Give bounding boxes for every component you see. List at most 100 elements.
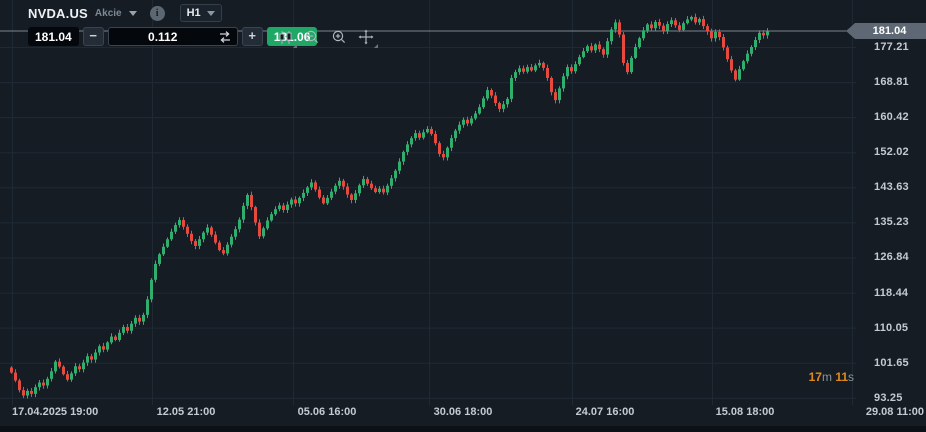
candle-down bbox=[710, 31, 713, 39]
candle-down bbox=[258, 222, 261, 237]
candle-down bbox=[602, 49, 605, 55]
candle-up bbox=[390, 178, 393, 186]
candle-up bbox=[682, 23, 685, 30]
candle-down bbox=[494, 95, 497, 104]
instrument-header: NVDA.US Akcie i H1 bbox=[28, 4, 222, 22]
candle-down bbox=[366, 179, 369, 184]
time-axis-label: 05.06 16:00 bbox=[297, 406, 357, 418]
candle-up bbox=[482, 98, 485, 108]
candle-up bbox=[638, 38, 641, 48]
timer-seconds-unit: s bbox=[848, 370, 854, 384]
candle-down bbox=[718, 31, 721, 38]
candle-down bbox=[530, 67, 533, 71]
candle-up bbox=[242, 205, 245, 220]
price-axis-label: 168.81 bbox=[874, 76, 909, 89]
candle-down bbox=[114, 336, 117, 340]
candle-up bbox=[266, 220, 269, 229]
zoom-in-icon[interactable] bbox=[330, 28, 348, 46]
volume-increase-button[interactable]: + bbox=[241, 27, 263, 46]
candle-down bbox=[618, 22, 621, 35]
candle-down bbox=[658, 21, 661, 26]
candle-down bbox=[762, 32, 765, 36]
candle-up bbox=[86, 356, 89, 363]
candle-up bbox=[246, 194, 249, 206]
swap-units-icon[interactable] bbox=[217, 29, 233, 45]
candle-up bbox=[514, 72, 517, 78]
candle-up bbox=[714, 31, 717, 39]
sell-price-button[interactable]: 181.04 bbox=[28, 27, 79, 46]
price-axis-label: 110.05 bbox=[874, 321, 909, 334]
candle-up bbox=[170, 231, 173, 240]
candle-up bbox=[166, 239, 169, 247]
candle-up bbox=[690, 16, 693, 20]
candle-up bbox=[50, 371, 53, 379]
price-axis-label: 93.25 bbox=[874, 391, 903, 404]
candle-down bbox=[434, 133, 437, 144]
candle-down bbox=[498, 103, 501, 109]
candle-up bbox=[298, 197, 301, 204]
candle-up bbox=[162, 246, 165, 255]
time-axis-label: 24.07 16:00 bbox=[575, 406, 635, 418]
candle-up bbox=[150, 279, 153, 300]
candle-down bbox=[598, 44, 601, 50]
candle-up bbox=[82, 362, 85, 370]
candle-up bbox=[122, 326, 125, 333]
candle-up bbox=[446, 147, 449, 158]
candle-up bbox=[458, 124, 461, 131]
candle-down bbox=[430, 128, 433, 134]
candle-down bbox=[78, 366, 81, 370]
candle-down bbox=[542, 62, 545, 68]
price-axis-label: 135.23 bbox=[874, 216, 909, 229]
timeframe-select[interactable]: H1 bbox=[179, 4, 222, 22]
candle-up bbox=[594, 44, 597, 51]
candle-down bbox=[282, 205, 285, 210]
candle-up bbox=[502, 104, 505, 109]
candle-down bbox=[722, 37, 725, 48]
candle-down bbox=[30, 390, 33, 394]
volume-input[interactable]: 0.112 bbox=[107, 27, 238, 46]
volume-decrease-button[interactable]: − bbox=[82, 27, 104, 46]
candle-up bbox=[94, 352, 97, 360]
candle-up bbox=[582, 51, 585, 58]
candle-up bbox=[198, 239, 201, 246]
candle-up bbox=[226, 244, 229, 254]
candle-up bbox=[746, 53, 749, 62]
candle-up bbox=[686, 19, 689, 24]
order-widget: 181.04 − 0.112 + 181.06 bbox=[28, 27, 318, 46]
info-icon[interactable]: i bbox=[149, 5, 165, 21]
candle-up bbox=[614, 22, 617, 30]
candle-down bbox=[438, 143, 441, 155]
candle-up bbox=[26, 390, 29, 396]
zoom-out-icon[interactable] bbox=[303, 28, 321, 46]
candle-up bbox=[478, 107, 481, 114]
price-axis-label: 118.44 bbox=[874, 286, 909, 299]
candle-down bbox=[490, 90, 493, 96]
symbol-name: NVDA.US bbox=[28, 5, 88, 21]
candle-up bbox=[630, 57, 633, 73]
pan-crosshair-icon[interactable] bbox=[357, 28, 378, 48]
instrument-type-label: Akcie bbox=[94, 7, 122, 19]
candle-up bbox=[238, 219, 241, 230]
timer-minutes-unit: m bbox=[821, 370, 832, 384]
candle-down bbox=[218, 242, 221, 251]
candle-up bbox=[338, 180, 341, 186]
price-axis-label: 126.84 bbox=[874, 251, 909, 264]
candle-up bbox=[766, 30, 769, 36]
timer-minutes: 17 bbox=[808, 370, 822, 384]
symbol-dropdown-chevron-icon[interactable] bbox=[128, 10, 137, 16]
candle-down bbox=[674, 20, 677, 26]
candle-up bbox=[394, 170, 397, 179]
candle-down bbox=[254, 207, 257, 223]
candle-down bbox=[442, 154, 445, 158]
candle-up bbox=[398, 161, 401, 171]
candle-up bbox=[302, 192, 305, 198]
candle-down bbox=[554, 92, 557, 101]
candle-up bbox=[330, 191, 333, 198]
time-axis-label: 30.06 18:00 bbox=[433, 406, 493, 418]
price-axis-label: 152.02 bbox=[874, 146, 909, 159]
candle-up bbox=[642, 30, 645, 39]
chart-type-candlestick-icon[interactable] bbox=[276, 28, 297, 48]
window-bottom-edge bbox=[0, 426, 926, 432]
candle-down bbox=[18, 380, 21, 391]
